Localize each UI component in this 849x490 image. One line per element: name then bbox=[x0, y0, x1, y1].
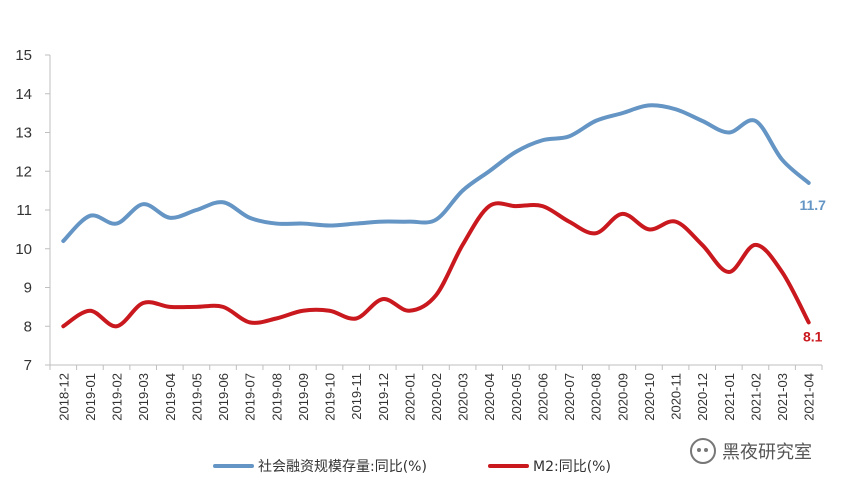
y-tick-label: 12 bbox=[15, 163, 32, 180]
x-tick-label: 2019-01 bbox=[83, 373, 98, 421]
x-tick-label: 2020-11 bbox=[669, 373, 684, 420]
x-tick-label: 2019-05 bbox=[189, 373, 204, 421]
x-tick-label: 2019-04 bbox=[163, 373, 178, 421]
y-tick-label: 7 bbox=[24, 357, 32, 374]
x-tick-label: 2021-03 bbox=[775, 373, 790, 421]
x-tick-label: 2020-10 bbox=[642, 373, 657, 421]
y-tick-label: 9 bbox=[24, 280, 32, 297]
y-tick-label: 14 bbox=[15, 86, 32, 103]
x-tick-label: 2020-09 bbox=[615, 373, 630, 421]
wechat-icon bbox=[690, 438, 716, 464]
legend-label-shrz: 社会融资规模存量:同比(%) bbox=[258, 459, 427, 475]
x-tick-label: 2019-06 bbox=[216, 373, 231, 421]
y-axis: 7 8 9 10 11 12 13 14 15 bbox=[15, 47, 51, 374]
x-tick-label: 2019-10 bbox=[323, 373, 338, 421]
series-line-shrz bbox=[61, 103, 811, 243]
watermark: 黑夜研究室 bbox=[690, 438, 812, 464]
y-tick-label: 10 bbox=[15, 241, 32, 258]
x-tick-label: 2020-01 bbox=[402, 373, 417, 421]
x-tick-label: 2021-02 bbox=[748, 373, 763, 421]
end-label-shrz: 11.7 bbox=[799, 197, 826, 213]
x-tick-label: 2020-06 bbox=[535, 373, 550, 421]
x-tick-label: 2019-12 bbox=[376, 373, 391, 421]
x-tick-label: 2018-12 bbox=[56, 373, 71, 421]
x-tick-label: 2020-08 bbox=[589, 373, 604, 421]
x-tick-label: 2020-02 bbox=[429, 373, 444, 421]
x-tick-label: 2019-09 bbox=[296, 373, 311, 421]
x-tick-label: 2020-05 bbox=[509, 373, 524, 421]
y-tick-label: 11 bbox=[16, 202, 32, 219]
x-tick-label: 2020-03 bbox=[456, 373, 471, 421]
x-tick-label: 2019-08 bbox=[269, 373, 284, 421]
y-tick-label: 13 bbox=[15, 125, 32, 142]
x-tick-label: 2020-12 bbox=[695, 373, 710, 421]
x-tick-label: 2020-07 bbox=[562, 373, 577, 421]
x-tick-label: 2021-01 bbox=[722, 373, 737, 421]
legend: 社会融资规模存量:同比(%) M2:同比(%) bbox=[213, 459, 611, 475]
x-tick-label: 2019-07 bbox=[243, 373, 258, 421]
x-axis: 2018-12 2019-01 2019-02 2019-03 2019-04 2019-… bbox=[49, 364, 823, 421]
watermark-text: 黑夜研究室 bbox=[722, 442, 812, 463]
y-tick-label: 8 bbox=[24, 318, 32, 335]
series-layer bbox=[61, 103, 811, 329]
x-tick-label: 2021-04 bbox=[802, 373, 817, 421]
end-label-m2: 8.1 bbox=[803, 328, 823, 344]
x-tick-label: 2019-03 bbox=[136, 373, 151, 421]
legend-label-m2: M2:同比(%) bbox=[533, 459, 611, 475]
end-labels: 11.7 8.1 bbox=[799, 197, 826, 345]
y-tick-label: 15 bbox=[15, 47, 32, 64]
x-tick-label: 2019-11 bbox=[349, 373, 364, 420]
x-tick-label: 2019-02 bbox=[110, 373, 125, 421]
x-tick-label: 2020-04 bbox=[482, 373, 497, 421]
